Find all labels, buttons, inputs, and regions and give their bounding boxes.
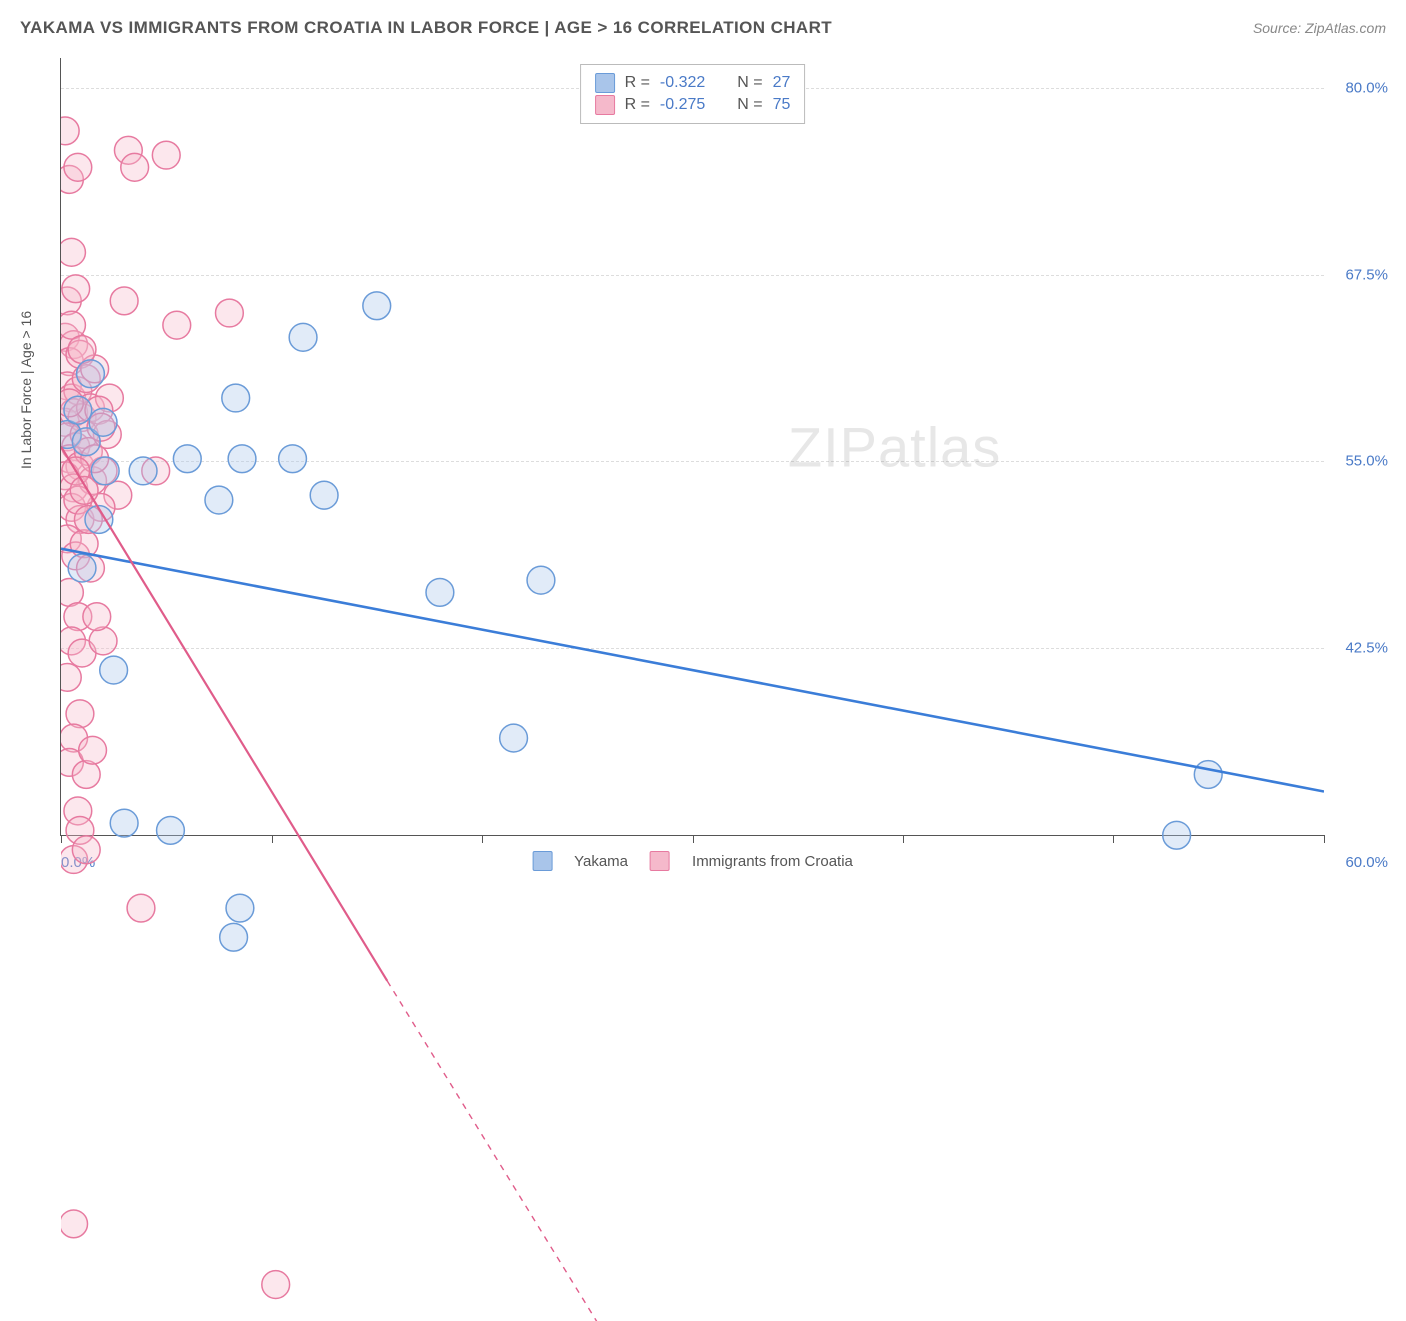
r-value-b: -0.275 [660,96,705,114]
swatch-croatia [595,95,615,115]
chart-title: YAKAMA VS IMMIGRANTS FROM CROATIA IN LAB… [20,18,832,38]
r-label: R = [625,74,650,92]
r-label: R = [625,96,650,114]
chart-container: In Labor Force | Age > 16 ZIPatlas R = -… [20,58,1394,880]
y-tick-label: 80.0% [1328,79,1388,96]
y-tick-label: 55.0% [1328,453,1388,470]
y-axis-label: In Labor Force | Age > 16 [18,311,34,469]
y-tick-label: 67.5% [1328,266,1388,283]
n-value-b: 75 [773,96,791,114]
source-label: Source: ZipAtlas.com [1253,20,1386,36]
x-tick [1324,835,1325,843]
x-max-label: 60.0% [1345,854,1388,871]
r-value-a: -0.322 [660,74,705,92]
correlation-legend: R = -0.322 N = 27 R = -0.275 N = 75 [580,64,806,124]
n-label: N = [737,96,762,114]
legend-row-a: R = -0.322 N = 27 [595,73,791,93]
legend-row-b: R = -0.275 N = 75 [595,95,791,115]
swatch-yakama [595,73,615,93]
plot-area: ZIPatlas R = -0.322 N = 27 R = -0.275 N … [60,58,1324,836]
chart-svg [61,58,1324,1321]
n-label: N = [737,74,762,92]
n-value-a: 27 [773,74,791,92]
y-tick-label: 42.5% [1328,640,1388,657]
